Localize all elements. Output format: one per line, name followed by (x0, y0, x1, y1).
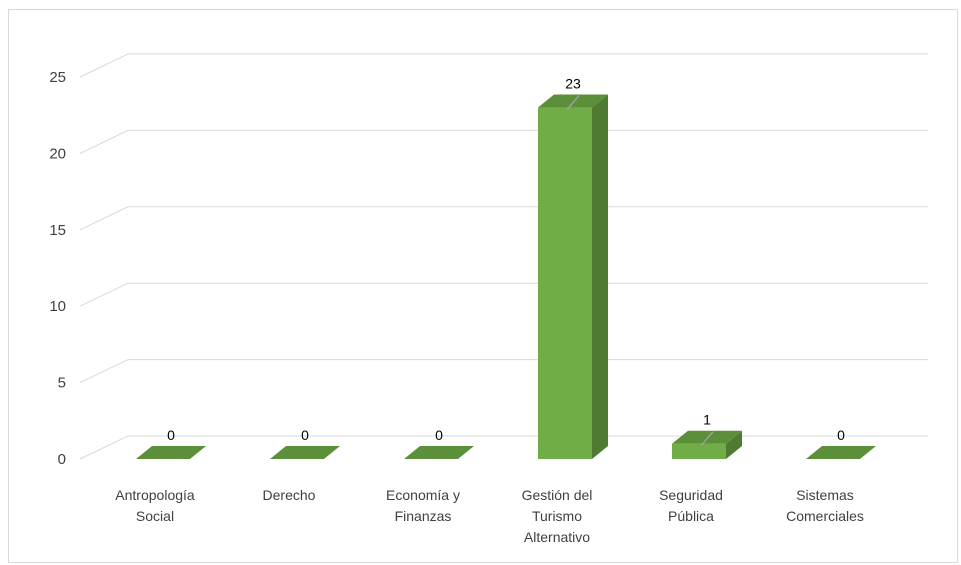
gridline-25 (79, 53, 928, 78)
gridline-20 (79, 129, 928, 154)
category-label: Gestión del Turismo Alternativo (522, 487, 593, 545)
category-label: Seguridad Pública (659, 487, 723, 524)
bar-top-face (672, 430, 742, 444)
bar-0 (136, 446, 206, 459)
data-labels: 0 0 0 23 1 0 (167, 76, 845, 447)
bar-top-face (136, 446, 206, 459)
data-label: 0 (435, 427, 443, 443)
bar-top-face (806, 446, 876, 459)
y-tick-label: 5 (58, 375, 66, 392)
data-label: 23 (565, 76, 581, 92)
category-label: Antropología Social (115, 487, 195, 524)
y-tick-label: 0 (58, 451, 66, 468)
y-tick-label: 25 (49, 69, 66, 86)
y-tick-label: 10 (49, 298, 66, 315)
bar-top-face (404, 446, 474, 459)
bar-2 (404, 446, 474, 459)
category-label: Sistemas Comerciales (786, 487, 864, 524)
gridlines (79, 53, 928, 460)
data-label-leader (700, 431, 714, 447)
bar-3 (538, 94, 608, 459)
category-labels: Antropología Social Derecho Economía y Finan… (115, 487, 864, 545)
category-label: Economía y Finanzas (386, 487, 460, 524)
data-label: 0 (167, 427, 175, 443)
bar-1 (270, 446, 340, 459)
bar-5 (806, 446, 876, 459)
y-axis-ticks: 0 5 10 15 20 25 (49, 69, 66, 468)
bars (136, 94, 876, 459)
bar-side-face (592, 94, 608, 459)
data-label: 0 (301, 427, 309, 443)
gridline-10 (79, 282, 928, 307)
bar-front-face (672, 443, 726, 459)
bar-top-face (538, 94, 608, 108)
bar-4 (672, 430, 742, 459)
gridline-5 (79, 359, 928, 384)
category-label: Derecho (263, 487, 316, 503)
bar-side-face (726, 430, 742, 459)
data-label: 1 (703, 412, 711, 428)
chart-frame (8, 9, 958, 563)
gridline-15 (79, 206, 928, 231)
y-tick-label: 15 (49, 222, 66, 239)
gridline-0 (79, 435, 928, 460)
data-label-leader (566, 95, 580, 110)
y-tick-label: 20 (49, 145, 66, 162)
bar-front-face (538, 107, 592, 459)
bar-top-face (270, 446, 340, 459)
data-label: 0 (837, 427, 845, 443)
